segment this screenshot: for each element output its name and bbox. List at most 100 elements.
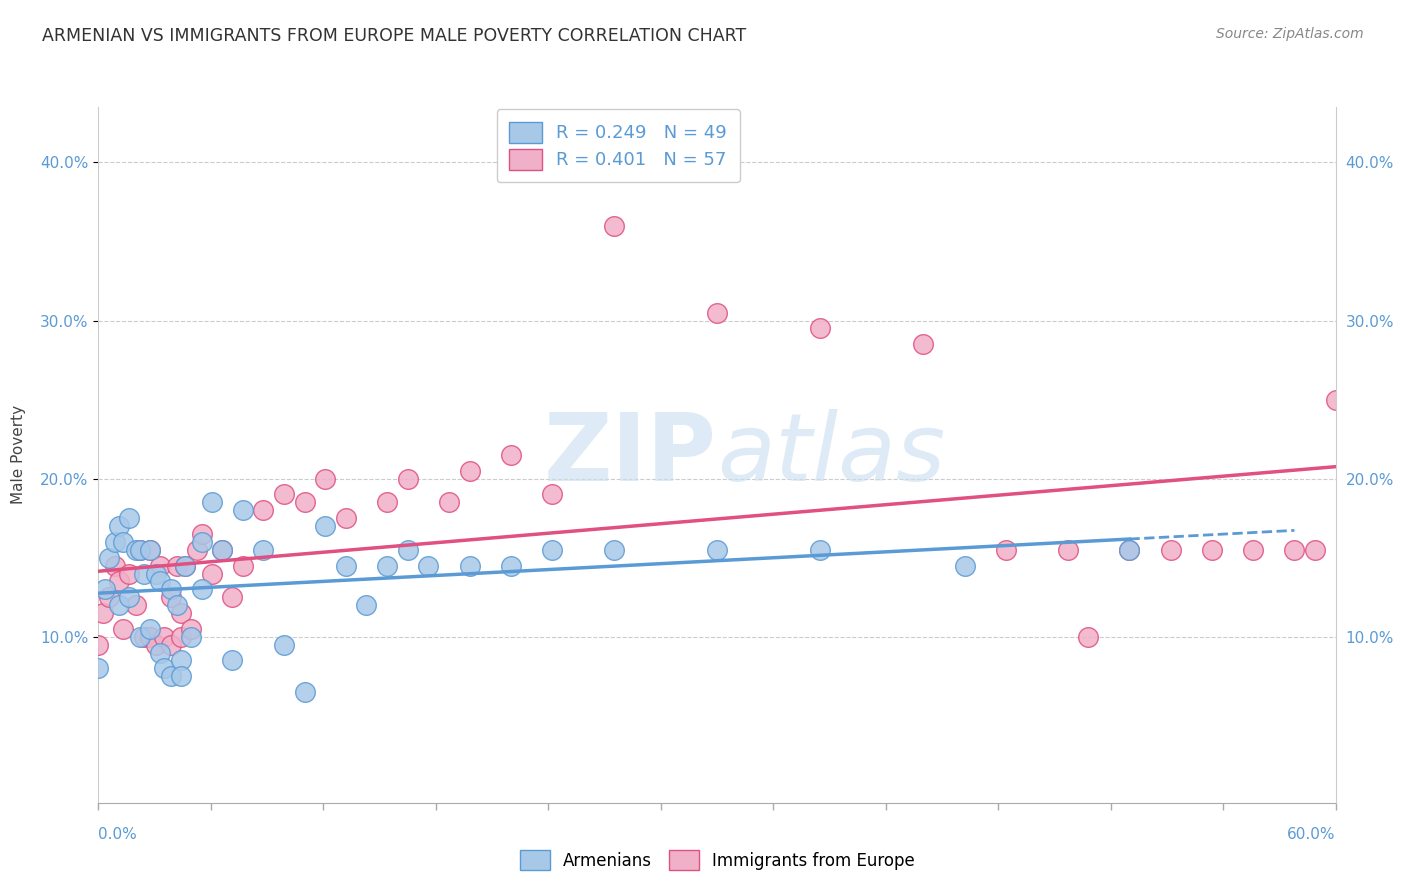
- Point: [396, 472, 419, 486]
- Point: [499, 448, 522, 462]
- Point: [437, 495, 460, 509]
- Point: [499, 558, 522, 573]
- Point: [145, 566, 167, 581]
- Point: [221, 653, 243, 667]
- Point: [603, 219, 626, 233]
- Point: [221, 591, 243, 605]
- Point: [159, 591, 181, 605]
- Point: [1241, 542, 1264, 557]
- Point: [1303, 542, 1326, 557]
- Point: [128, 542, 150, 557]
- Point: [118, 566, 141, 581]
- Point: [808, 321, 831, 335]
- Point: [190, 534, 212, 549]
- Point: [186, 542, 208, 557]
- Point: [128, 542, 150, 557]
- Point: [994, 542, 1017, 557]
- Point: [170, 669, 193, 683]
- Point: [190, 527, 212, 541]
- Point: [314, 519, 336, 533]
- Point: [170, 653, 193, 667]
- Text: atlas: atlas: [717, 409, 945, 500]
- Point: [273, 638, 295, 652]
- Point: [458, 464, 481, 478]
- Point: [159, 582, 181, 597]
- Point: [1118, 542, 1140, 557]
- Point: [149, 646, 172, 660]
- Point: [132, 630, 155, 644]
- Legend: Armenians, Immigrants from Europe: Armenians, Immigrants from Europe: [512, 842, 922, 878]
- Point: [1201, 542, 1223, 557]
- Point: [232, 558, 254, 573]
- Point: [128, 630, 150, 644]
- Y-axis label: Male Poverty: Male Poverty: [11, 405, 27, 505]
- Point: [314, 472, 336, 486]
- Point: [174, 558, 197, 573]
- Point: [356, 598, 378, 612]
- Point: [335, 511, 357, 525]
- Point: [124, 542, 146, 557]
- Point: [211, 542, 233, 557]
- Point: [108, 519, 131, 533]
- Point: [104, 534, 127, 549]
- Point: [104, 558, 127, 573]
- Text: 60.0%: 60.0%: [1288, 827, 1336, 842]
- Point: [139, 542, 162, 557]
- Point: [706, 542, 728, 557]
- Point: [108, 598, 131, 612]
- Point: [418, 558, 440, 573]
- Point: [174, 558, 197, 573]
- Point: [153, 630, 176, 644]
- Text: ARMENIAN VS IMMIGRANTS FROM EUROPE MALE POVERTY CORRELATION CHART: ARMENIAN VS IMMIGRANTS FROM EUROPE MALE …: [42, 27, 747, 45]
- Point: [118, 511, 141, 525]
- Point: [159, 638, 181, 652]
- Point: [294, 495, 316, 509]
- Point: [93, 582, 115, 597]
- Text: ZIP: ZIP: [544, 409, 717, 501]
- Point: [118, 591, 141, 605]
- Point: [87, 638, 110, 652]
- Text: 0.0%: 0.0%: [98, 827, 138, 842]
- Point: [97, 591, 120, 605]
- Point: [149, 574, 172, 589]
- Point: [87, 661, 110, 675]
- Point: [396, 542, 419, 557]
- Point: [153, 661, 176, 675]
- Point: [91, 606, 114, 620]
- Point: [912, 337, 935, 351]
- Point: [458, 558, 481, 573]
- Point: [375, 495, 398, 509]
- Point: [603, 542, 626, 557]
- Point: [159, 669, 181, 683]
- Point: [1160, 542, 1182, 557]
- Point: [211, 542, 233, 557]
- Point: [1324, 392, 1347, 407]
- Point: [139, 630, 162, 644]
- Point: [139, 542, 162, 557]
- Point: [170, 630, 193, 644]
- Point: [180, 622, 202, 636]
- Point: [1284, 542, 1306, 557]
- Point: [108, 574, 131, 589]
- Point: [139, 622, 162, 636]
- Point: [953, 558, 976, 573]
- Point: [132, 566, 155, 581]
- Point: [145, 638, 167, 652]
- Point: [1056, 542, 1078, 557]
- Point: [166, 558, 188, 573]
- Point: [706, 305, 728, 319]
- Point: [375, 558, 398, 573]
- Point: [190, 582, 212, 597]
- Point: [273, 487, 295, 501]
- Point: [149, 558, 172, 573]
- Point: [808, 542, 831, 557]
- Point: [97, 550, 120, 565]
- Point: [180, 630, 202, 644]
- Point: [112, 534, 135, 549]
- Point: [335, 558, 357, 573]
- Text: Source: ZipAtlas.com: Source: ZipAtlas.com: [1216, 27, 1364, 41]
- Point: [252, 503, 274, 517]
- Point: [232, 503, 254, 517]
- Point: [541, 487, 564, 501]
- Point: [201, 495, 224, 509]
